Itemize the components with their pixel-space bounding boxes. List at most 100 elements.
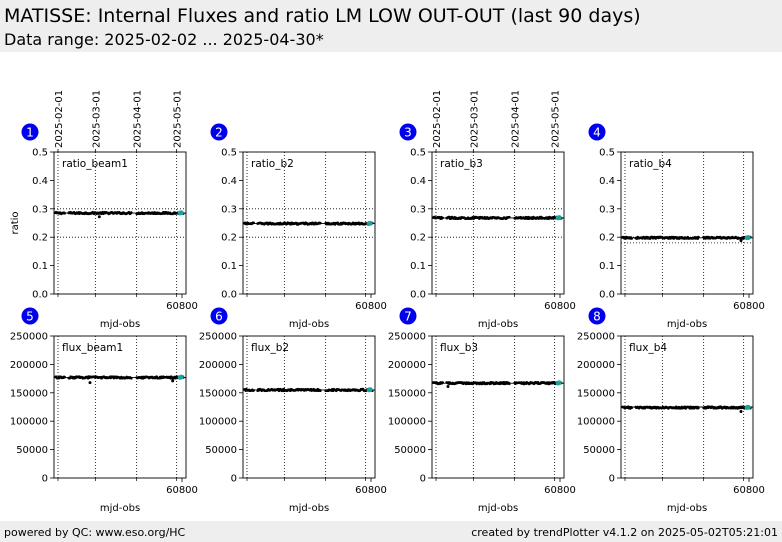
panel-5-panel-label: flux_beam1 xyxy=(62,342,123,354)
panel-7-data-point-14 xyxy=(441,381,445,384)
panel-2-ytick-label-5: 0.5 xyxy=(221,148,237,159)
panel-7-panel-label: flux_b3 xyxy=(440,342,478,354)
panel-2-data-point-109 xyxy=(319,221,322,225)
panel-6-ytick-label-5: 250000 xyxy=(199,332,237,343)
panel-6-panel-label: flux_b2 xyxy=(251,342,289,354)
panel-1-data-point-14 xyxy=(63,212,66,215)
panel-2-ytick-label-4: 0.4 xyxy=(221,176,237,187)
panel-5-outlier-point-0 xyxy=(88,381,92,385)
panel-4-ytick-label-0: 0.0 xyxy=(599,290,615,301)
panel-4-panel-label: ratio_b4 xyxy=(629,158,672,170)
panel-5-xtick-label-0: 60800 xyxy=(166,485,198,496)
panel-3-number-badge-label: 3 xyxy=(404,126,412,140)
panel-3-x-axis-label: mjd-obs xyxy=(478,319,518,330)
panel-2-ytick-label-1: 0.1 xyxy=(221,261,237,272)
panel-6-xtick-label-0: 60800 xyxy=(355,485,387,496)
panel-8-ytick-label-1: 50000 xyxy=(583,445,615,456)
panel-3-top-date-label-1: 2025-03-01 xyxy=(469,90,480,148)
panel-7-x-axis-label: mjd-obs xyxy=(478,503,518,514)
panel-5-ytick-label-5: 250000 xyxy=(10,332,48,343)
footer-powered-by: powered by QC: www.eso.org/HC xyxy=(4,526,186,539)
panel-1-top-date-label-1: 2025-03-01 xyxy=(91,90,102,148)
panel-4-plot-area xyxy=(621,152,753,294)
panel-5-outlier-point-1 xyxy=(171,379,175,383)
panel-7-outlier-point-0 xyxy=(446,385,450,389)
panel-7-ytick-label-0: 0 xyxy=(420,474,426,485)
panel-3-top-date-label-3: 2025-05-01 xyxy=(551,90,562,148)
panel-8-outlier-point-0 xyxy=(739,410,743,414)
panel-8-xtick-label-0: 60800 xyxy=(733,485,765,496)
panel-1-xtick-label-0: 60800 xyxy=(166,301,198,312)
panel-6-number-badge-label: 6 xyxy=(215,310,223,324)
panel-6-latest-point-1 xyxy=(367,387,373,393)
panel-4-ytick-label-3: 0.3 xyxy=(599,204,615,215)
panel-2-x-axis-label: mjd-obs xyxy=(289,319,329,330)
footer-created-by: created by trendPlotter v4.1.2 on 2025-0… xyxy=(471,526,778,539)
panel-1-ytick-label-0: 0.0 xyxy=(32,290,48,301)
panel-1-ytick-label-3: 0.3 xyxy=(32,204,48,215)
panel-3-ytick-label-5: 0.5 xyxy=(410,148,426,159)
panel-4-data-point-14 xyxy=(630,237,633,240)
panel-3-ytick-label-4: 0.4 xyxy=(410,176,426,187)
panel-7-ytick-label-4: 200000 xyxy=(388,360,426,371)
panel-3-frame xyxy=(431,151,565,295)
panel-2-panel-label: ratio_b2 xyxy=(251,158,294,170)
footer-bar: powered by QC: www.eso.org/HC created by… xyxy=(0,521,782,542)
panel-6-data-point-14 xyxy=(252,389,255,392)
panel-4-ytick-label-5: 0.5 xyxy=(599,148,615,159)
panel-4-ytick-label-1: 0.1 xyxy=(599,261,615,272)
panel-7-data-point-109 xyxy=(508,382,511,386)
panel-8-ytick-label-4: 200000 xyxy=(577,360,615,371)
panel-6-frame xyxy=(242,335,376,479)
panel-5-plot-area xyxy=(54,336,186,478)
panel-7-ytick-label-5: 250000 xyxy=(388,332,426,343)
panel-6-ytick-label-4: 200000 xyxy=(199,360,237,371)
panel-6-data-point-109 xyxy=(319,389,322,393)
panel-6-ytick-label-3: 150000 xyxy=(199,388,237,399)
panel-1-ytick-label-4: 0.4 xyxy=(32,176,48,187)
panel-1-top-date-label-3: 2025-05-01 xyxy=(173,90,184,148)
panel-2-number-badge-label: 2 xyxy=(215,126,223,140)
panel-1-panel-label: ratio_beam1 xyxy=(62,158,128,170)
panel-7-frame xyxy=(431,335,565,479)
panel-6-ytick-label-0: 0 xyxy=(231,474,237,485)
panel-5-ytick-label-4: 200000 xyxy=(10,360,48,371)
panel-3-ytick-label-0: 0.0 xyxy=(410,290,426,301)
data-range-subtitle: Data range: 2025-02-02 ... 2025-04-30* xyxy=(4,30,324,49)
panel-5-ytick-label-0: 0 xyxy=(42,474,48,485)
panel-3-number-badge xyxy=(399,123,417,141)
panel-2-frame xyxy=(242,151,376,295)
panel-1-x-axis-label: mjd-obs xyxy=(100,319,140,330)
panel-7-ytick-label-2: 100000 xyxy=(388,417,426,428)
panel-5-ytick-label-1: 50000 xyxy=(16,445,48,456)
panel-1-top-date-label-2: 2025-04-01 xyxy=(133,90,144,148)
panel-8-ytick-label-5: 250000 xyxy=(577,332,615,343)
panel-8-data-point-109 xyxy=(697,406,700,410)
panel-7-ytick-label-1: 50000 xyxy=(394,445,426,456)
panel-8-x-axis-label: mjd-obs xyxy=(667,503,707,514)
panel-2-xtick-label-0: 60800 xyxy=(355,301,387,312)
panel-8-ytick-label-2: 100000 xyxy=(577,417,615,428)
panel-2-ytick-label-0: 0.0 xyxy=(221,290,237,301)
panel-4-frame xyxy=(620,151,754,295)
panel-7-number-badge-label: 7 xyxy=(404,310,412,324)
panel-1-number-badge-label: 1 xyxy=(26,126,34,140)
panel-5-latest-point-1 xyxy=(178,374,184,380)
panel-8-number-badge xyxy=(588,307,606,325)
panel-3-top-date-label-0: 2025-02-01 xyxy=(432,90,443,148)
panel-6-number-badge xyxy=(210,307,228,325)
panel-4-number-badge xyxy=(588,123,606,141)
panel-3-xtick-label-0: 60800 xyxy=(544,301,576,312)
panel-3-data-point-14 xyxy=(441,216,445,220)
panel-7-ytick-label-3: 150000 xyxy=(388,388,426,399)
panel-1-number-badge xyxy=(21,123,39,141)
panel-8-ytick-label-0: 0 xyxy=(609,474,615,485)
panel-3-ytick-label-1: 0.1 xyxy=(410,261,426,272)
panel-3-data-point-109 xyxy=(508,215,511,219)
panel-1-data-point-109 xyxy=(130,211,133,214)
panel-8-number-badge-label: 8 xyxy=(593,310,601,324)
panel-1-plot-area xyxy=(54,152,186,294)
panel-5-ytick-label-2: 100000 xyxy=(10,417,48,428)
panel-7-xtick-label-0: 60800 xyxy=(544,485,576,496)
